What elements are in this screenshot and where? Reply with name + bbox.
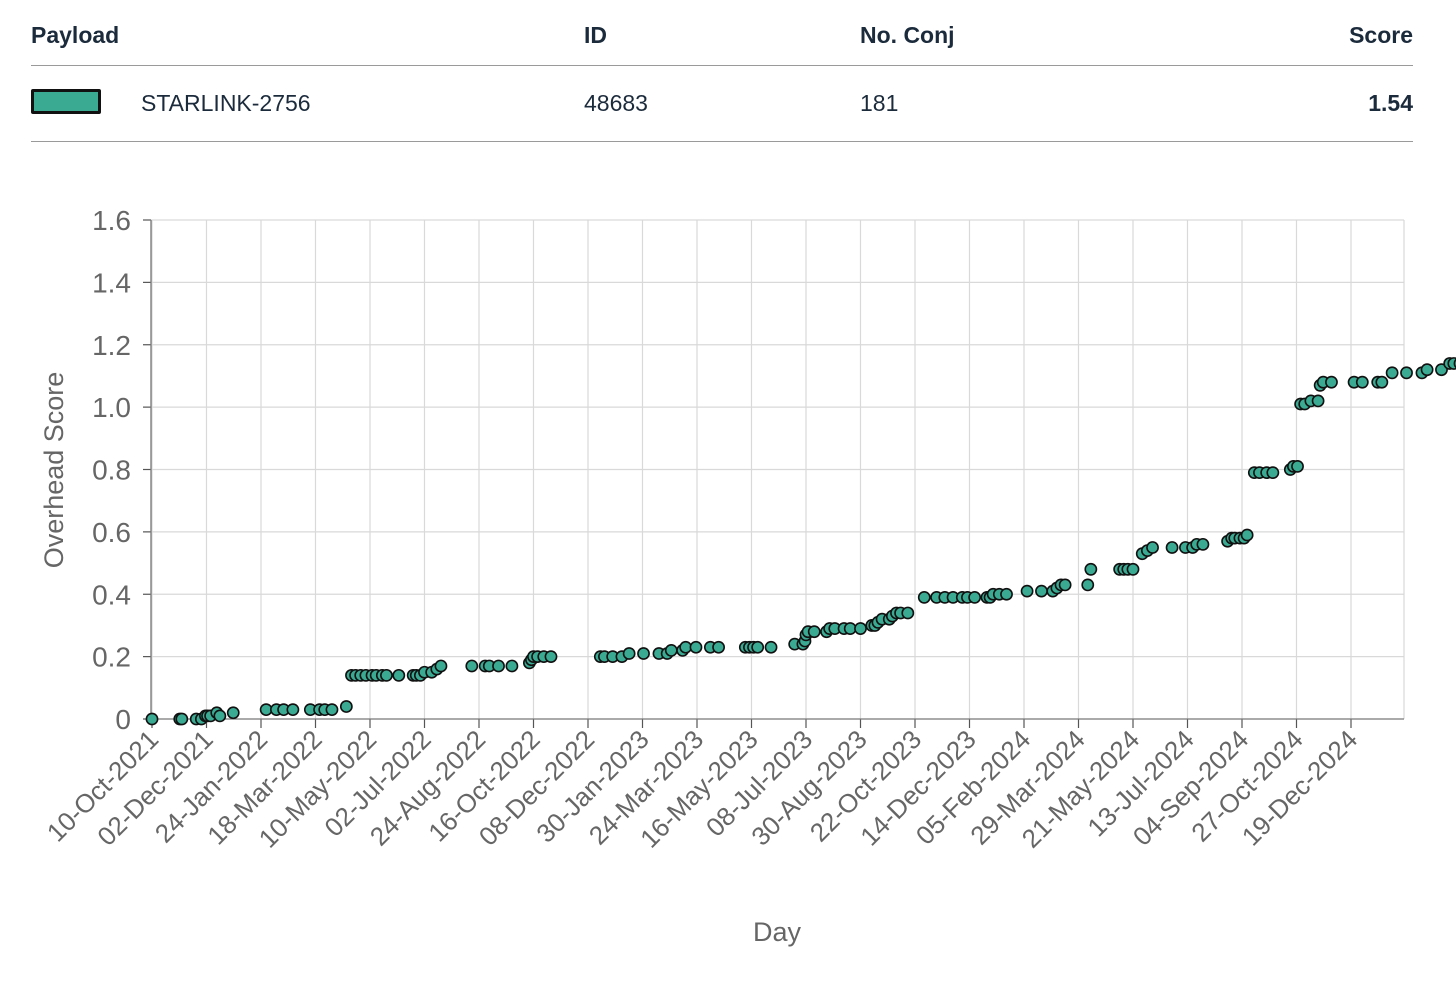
data-point (544, 650, 558, 664)
y-tick-label: 0.6 (92, 517, 131, 548)
y-axis-label: Overhead Score (39, 372, 69, 569)
data-point (1240, 528, 1254, 542)
data-point (622, 647, 636, 660)
data-point (339, 700, 353, 713)
data-point (492, 659, 505, 673)
conjunction-count: 181 (860, 90, 899, 116)
table-row[interactable]: STARLINK-2756 48683 181 1.54 (31, 66, 1413, 142)
data-point (1447, 357, 1456, 370)
y-tick-label: 1.6 (92, 205, 131, 236)
data-point (1420, 363, 1434, 377)
data-point (1400, 366, 1413, 380)
data-point (712, 640, 725, 654)
data-points (145, 357, 1456, 726)
data-point (1435, 363, 1448, 377)
data-point (1165, 541, 1179, 554)
data-point (286, 703, 300, 717)
data-point (917, 590, 931, 604)
payload-id: 48683 (584, 90, 648, 116)
data-point (1000, 587, 1013, 601)
y-tick-label: 0.8 (92, 455, 131, 486)
data-point (637, 647, 650, 660)
grid-lines (151, 219, 1405, 719)
data-point (764, 640, 778, 654)
data-point (505, 659, 519, 673)
data-point (751, 640, 765, 654)
y-tick-label: 0.2 (92, 642, 131, 673)
data-point (1291, 459, 1304, 473)
data-point (1375, 375, 1389, 389)
data-point (325, 703, 339, 717)
y-tick-label: 1.4 (92, 267, 131, 298)
data-point (465, 659, 479, 673)
y-tick-label: 1.2 (92, 330, 131, 361)
data-point (1266, 466, 1280, 480)
y-tick-label: 0.4 (92, 579, 131, 610)
data-point (1020, 584, 1034, 598)
data-point (901, 606, 915, 620)
data-point (807, 625, 821, 639)
payload-score: 1.54 (1368, 90, 1413, 116)
header-no-conj[interactable]: No. Conj (860, 22, 955, 48)
data-point (1126, 562, 1140, 576)
data-point (1385, 366, 1399, 380)
data-point (689, 640, 703, 654)
data-point (175, 712, 189, 726)
payload-table: Payload ID No. Conj Score STARLINK-2756 … (31, 0, 1413, 142)
data-point (392, 668, 406, 682)
data-point (664, 643, 678, 657)
data-point (1084, 562, 1098, 576)
data-point (380, 668, 393, 682)
payload-name: STARLINK-2756 (141, 90, 311, 116)
data-point (1325, 375, 1338, 389)
data-point (145, 712, 159, 726)
y-tick-label: 1.0 (92, 392, 131, 423)
data-point (434, 659, 448, 673)
data-point (968, 590, 982, 604)
header-id[interactable]: ID (584, 22, 607, 48)
data-point (1035, 584, 1048, 598)
data-point (226, 706, 240, 720)
overhead-score-scatter-chart: 0 0.2 0.4 0.6 0.8 1.0 1.2 1.4 1.6 10-Oct-202102-… (39, 205, 1456, 947)
header-score[interactable]: Score (1349, 22, 1413, 48)
axes (143, 219, 1404, 728)
header-payload[interactable]: Payload (31, 22, 120, 48)
data-point (1058, 578, 1072, 592)
y-tick-label: 0 (115, 704, 131, 735)
table-header: Payload ID No. Conj Score (31, 0, 1413, 66)
data-point (1081, 578, 1095, 592)
series-color-swatch (31, 89, 101, 114)
data-point (1196, 537, 1210, 551)
data-point (854, 622, 867, 635)
data-point (1311, 394, 1325, 408)
x-tick-labels: 10-Oct-202102-Dec-202124-Jan-202218-Mar-… (41, 724, 1363, 854)
data-point (213, 709, 227, 723)
y-tick-labels: 0 0.2 0.4 0.6 0.8 1.0 1.2 1.4 1.6 (92, 205, 131, 735)
data-point (1146, 541, 1159, 554)
x-axis-label: Day (753, 917, 802, 947)
data-point (1355, 375, 1369, 389)
